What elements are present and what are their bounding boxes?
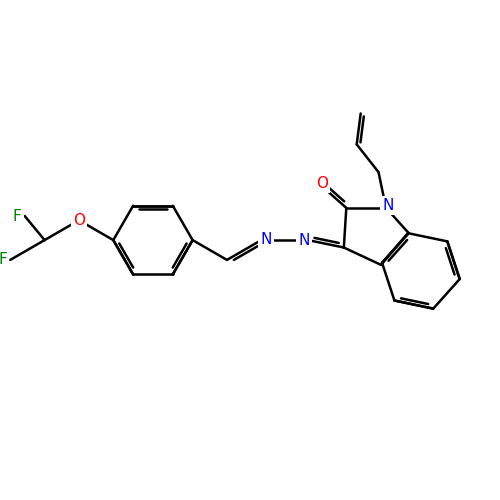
Text: O: O [316,176,328,191]
Text: N: N [298,232,310,248]
Text: O: O [73,213,85,228]
Text: N: N [382,198,394,213]
Text: F: F [13,208,22,224]
Text: N: N [260,232,272,246]
Text: F: F [0,252,7,268]
